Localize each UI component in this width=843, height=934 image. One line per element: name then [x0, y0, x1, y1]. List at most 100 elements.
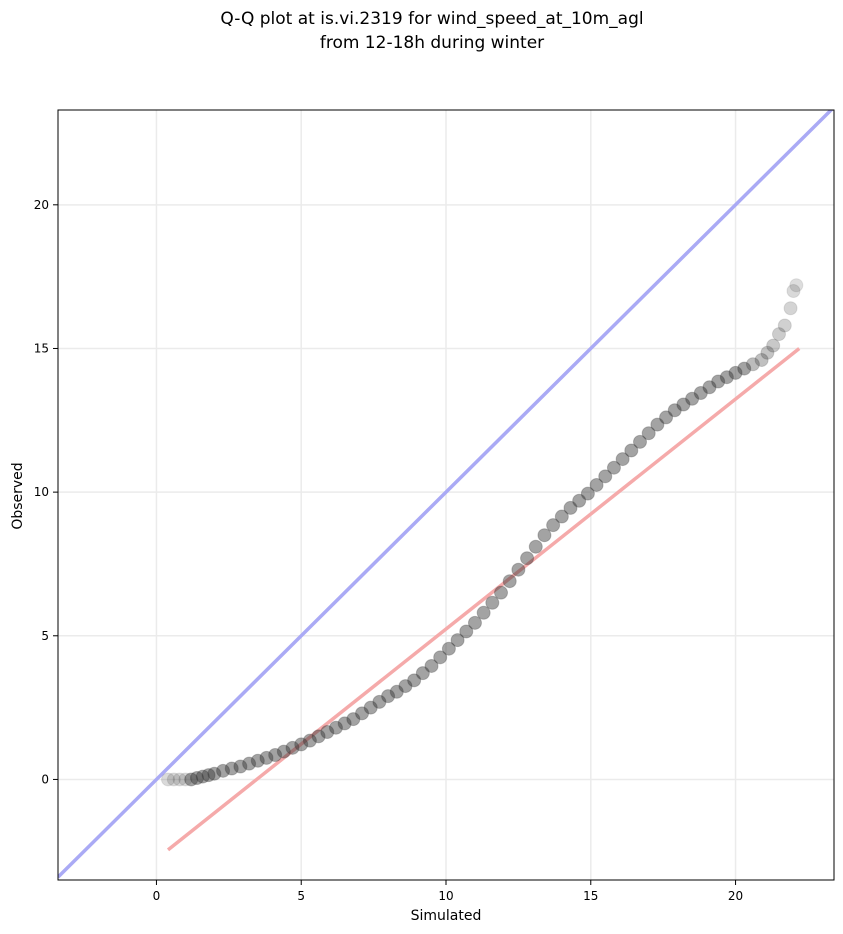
data-point — [415, 666, 430, 681]
data-point — [546, 518, 561, 533]
x-tick-label: 5 — [297, 889, 305, 903]
data-point — [433, 650, 448, 665]
data-point — [467, 615, 482, 630]
data-point — [659, 410, 674, 425]
data-point — [346, 712, 361, 727]
data-point — [537, 528, 552, 543]
data-point — [424, 658, 439, 673]
x-tick-label: 15 — [583, 889, 598, 903]
data-point — [233, 759, 248, 774]
data-point — [728, 365, 743, 380]
data-point — [676, 397, 691, 412]
y-axis-label: Observed — [10, 462, 26, 529]
data-point — [242, 756, 257, 771]
data-point — [783, 301, 798, 316]
data-point — [554, 509, 569, 524]
data-point — [760, 345, 775, 360]
data-point — [693, 386, 708, 401]
data-point — [633, 434, 647, 449]
data-point — [459, 624, 474, 639]
data-point — [363, 700, 378, 715]
data-point — [702, 380, 717, 395]
data-point — [572, 493, 587, 508]
data-point — [777, 318, 792, 333]
data-point — [224, 761, 239, 776]
data-point — [719, 370, 734, 385]
data-point — [178, 772, 193, 787]
data-point — [711, 374, 726, 389]
chart-title-line2: from 12-18h during winter — [320, 33, 544, 53]
data-point — [268, 748, 283, 763]
data-point — [161, 772, 176, 787]
data-point — [476, 605, 491, 620]
reference-lines — [58, 110, 834, 879]
data-point — [528, 539, 543, 554]
data-point — [598, 469, 613, 484]
data-point — [771, 327, 786, 342]
data-point — [184, 772, 199, 787]
y-tick-label: 15 — [34, 341, 49, 355]
data-point — [328, 720, 343, 735]
data-point — [685, 391, 700, 406]
scatter-points — [161, 278, 804, 787]
y-tick-label: 5 — [41, 629, 49, 643]
data-point — [520, 551, 535, 566]
data-point — [195, 769, 210, 784]
data-point — [381, 689, 396, 704]
data-point — [166, 772, 181, 787]
data-point — [216, 763, 231, 778]
data-point — [789, 278, 804, 293]
data-point — [766, 338, 781, 353]
data-point — [511, 562, 526, 577]
data-point — [667, 403, 682, 418]
data-point — [450, 633, 465, 648]
identity-line — [58, 110, 834, 879]
x-tick-label: 0 — [153, 889, 161, 903]
data-point — [563, 500, 578, 515]
data-point — [407, 673, 422, 688]
data-point — [294, 737, 309, 752]
data-point — [276, 744, 291, 759]
data-point — [641, 426, 656, 441]
data-point — [337, 716, 352, 731]
data-point — [624, 443, 639, 458]
data-point — [372, 694, 387, 709]
data-point — [606, 460, 621, 475]
plot-frame — [57, 109, 835, 881]
data-point — [589, 477, 604, 492]
data-point — [207, 766, 222, 781]
y-tick-label: 20 — [34, 198, 49, 212]
fit-line — [166, 347, 801, 852]
data-point — [389, 684, 404, 699]
data-point — [754, 352, 769, 367]
data-point — [502, 574, 517, 589]
data-point — [285, 740, 300, 755]
data-point — [259, 750, 274, 765]
data-point — [494, 585, 509, 600]
x-tick-label: 20 — [728, 889, 743, 903]
data-point — [189, 771, 204, 786]
grid-lines — [58, 110, 834, 880]
data-point — [580, 486, 595, 501]
axis-ticks: 0 5 10 15 20 0 5 10 15 20 — [34, 198, 743, 903]
data-point — [320, 725, 335, 740]
data-point — [650, 417, 665, 432]
y-tick-label: 10 — [34, 485, 49, 499]
data-point — [250, 753, 265, 768]
data-point — [737, 361, 752, 376]
x-tick-label: 10 — [438, 889, 453, 903]
data-point — [786, 284, 801, 299]
data-point — [302, 733, 317, 748]
data-point — [441, 641, 456, 656]
data-point — [355, 706, 370, 721]
data-point — [201, 768, 216, 783]
x-axis-label: Simulated — [411, 908, 482, 924]
data-point — [398, 679, 413, 694]
chart-title-line1: Q-Q plot at is.vi.2319 for wind_speed_at… — [220, 9, 643, 29]
data-point — [485, 595, 500, 610]
data-point — [615, 452, 630, 467]
y-tick-label: 0 — [41, 772, 49, 786]
data-point — [745, 357, 760, 372]
